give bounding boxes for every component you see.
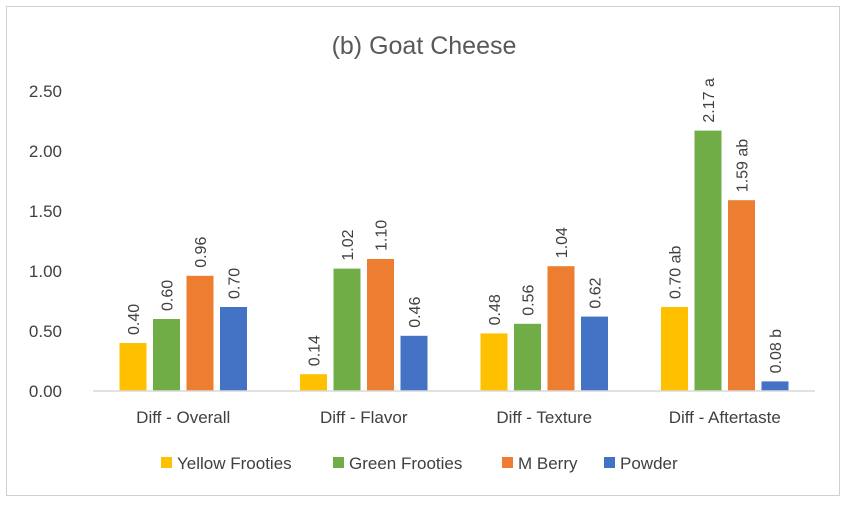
category-label: Diff - Aftertaste xyxy=(669,408,781,427)
y-tick-label: 2.00 xyxy=(29,142,62,161)
legend-label: Green Frooties xyxy=(349,454,462,473)
legend-item: Yellow Frooties xyxy=(161,454,292,473)
legend-swatch xyxy=(161,457,172,468)
y-tick-label: 0.50 xyxy=(29,322,62,341)
data-label: 1.10 xyxy=(374,220,391,251)
bar xyxy=(186,275,214,391)
bar xyxy=(220,307,247,391)
data-label: 0.60 xyxy=(160,280,177,311)
data-label: 0.40 xyxy=(126,304,143,335)
legend-item: Green Frooties xyxy=(333,454,462,473)
bar xyxy=(728,200,755,391)
data-label: 1.04 xyxy=(554,227,571,258)
category-labels: Diff - Overall Diff - Flavor Diff - Textur… xyxy=(136,408,781,427)
bar xyxy=(153,319,180,391)
legend-label: Yellow Frooties xyxy=(177,454,292,473)
data-label: 0.08 b xyxy=(768,329,785,374)
bar xyxy=(761,381,789,391)
bar xyxy=(547,266,575,391)
bar xyxy=(333,268,361,391)
legend-swatch xyxy=(502,457,513,468)
legend-label: Powder xyxy=(620,454,678,473)
bar xyxy=(694,130,722,391)
y-tick-label: 2.50 xyxy=(29,82,62,101)
bar xyxy=(367,259,394,391)
legend-swatch xyxy=(333,457,344,468)
legend-swatch xyxy=(604,457,615,468)
y-tick-label: 1.00 xyxy=(29,262,62,281)
legend-item: M Berry xyxy=(502,454,578,473)
data-label: 0.48 xyxy=(487,294,504,325)
bar xyxy=(581,316,608,391)
data-label: 0.96 xyxy=(193,237,210,268)
data-label: 2.17 a xyxy=(701,78,718,123)
data-label: 0.46 xyxy=(407,297,424,328)
bar xyxy=(400,335,428,391)
y-tick-label: 0.00 xyxy=(29,382,62,401)
legend: Yellow Frooties Green Frooties M Berry Powd… xyxy=(161,454,678,473)
data-label: 1.59 ab xyxy=(735,139,752,192)
category-label: Diff - Texture xyxy=(496,408,592,427)
bar xyxy=(480,333,508,391)
data-label: 0.56 xyxy=(521,285,538,316)
bar xyxy=(300,374,327,391)
category-label: Diff - Flavor xyxy=(320,408,408,427)
data-label: 0.62 xyxy=(588,277,605,308)
chart-title: (b) Goat Cheese xyxy=(332,32,517,60)
bar xyxy=(661,307,688,391)
data-label: 1.02 xyxy=(340,229,357,260)
y-tick-label: 1.50 xyxy=(29,202,62,221)
data-label: 0.14 xyxy=(307,335,324,366)
category-label: Diff - Overall xyxy=(136,408,230,427)
data-label: 0.70 ab xyxy=(668,246,685,299)
legend-item: Powder xyxy=(604,454,678,473)
legend-label: M Berry xyxy=(518,454,578,473)
bar xyxy=(119,343,147,391)
bar xyxy=(514,323,541,391)
data-label: 0.70 xyxy=(227,268,244,299)
y-axis: 0.00 0.50 1.00 1.50 2.00 2.50 xyxy=(29,82,62,401)
bars: 0.40 0.60 0.96 0.70 0.14 1.02 1.10 0.46 0.48 0.56… xyxy=(119,78,789,391)
